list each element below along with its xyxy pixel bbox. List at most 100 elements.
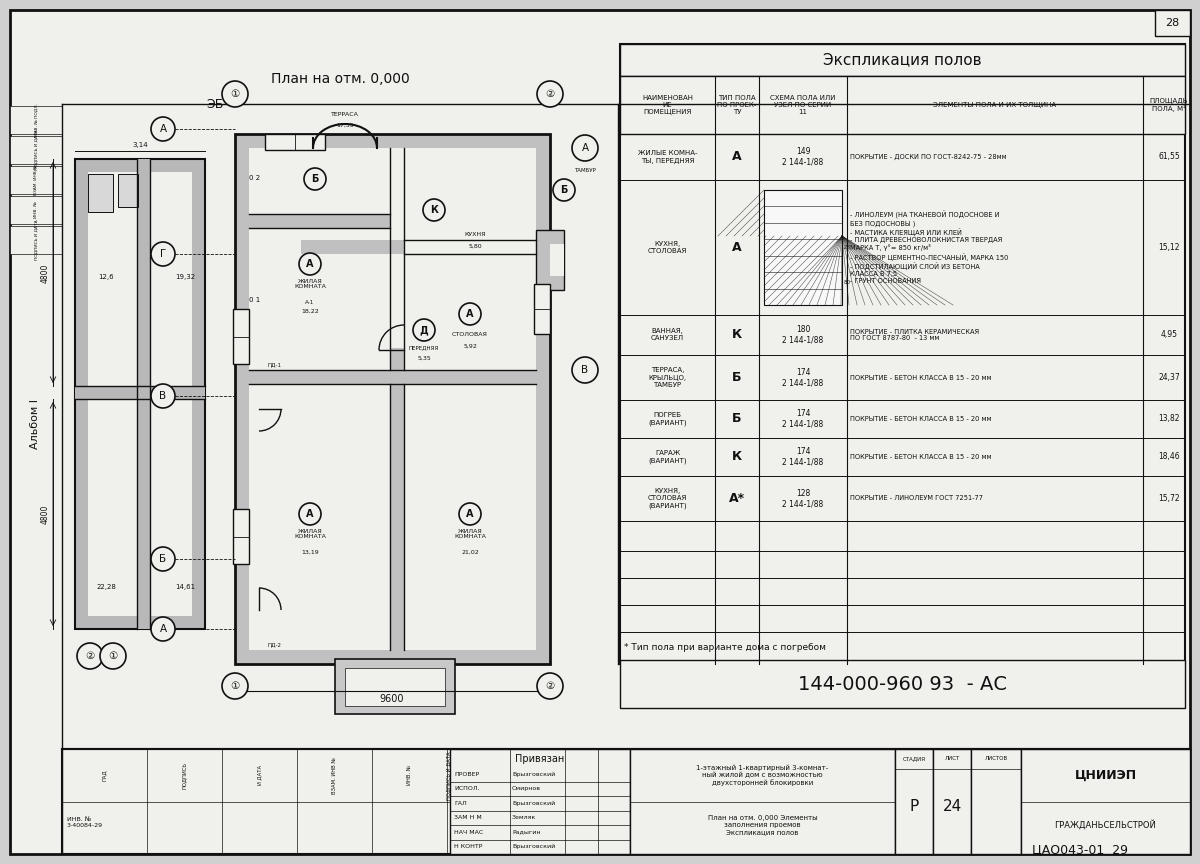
Text: 180
2 144-1/88: 180 2 144-1/88 bbox=[782, 326, 823, 345]
Text: ЗАМ Н М: ЗАМ Н М bbox=[454, 816, 481, 820]
Text: Брызговский: Брызговский bbox=[512, 772, 556, 777]
Text: ВАННАЯ,
САНУЗЕЛ: ВАННАЯ, САНУЗЕЛ bbox=[650, 328, 684, 341]
Circle shape bbox=[538, 81, 563, 107]
Circle shape bbox=[222, 673, 248, 699]
Bar bbox=[118, 174, 138, 207]
Text: 4,95: 4,95 bbox=[1160, 331, 1177, 340]
Text: Б: Б bbox=[732, 371, 742, 384]
Text: Б: Б bbox=[732, 412, 742, 425]
Text: ТИП ПОЛА
ПО ПРОЕК-
ТУ: ТИП ПОЛА ПО ПРОЕК- ТУ bbox=[718, 95, 757, 115]
Text: ПОДПИСЬ: ПОДПИСЬ bbox=[182, 762, 187, 789]
Text: Б: Б bbox=[160, 554, 167, 564]
Text: Б: Б bbox=[560, 185, 568, 195]
Text: К: К bbox=[732, 450, 742, 463]
Circle shape bbox=[151, 242, 175, 266]
Text: 5,35: 5,35 bbox=[418, 355, 431, 360]
Bar bbox=[630, 749, 895, 854]
Text: А: А bbox=[732, 241, 742, 254]
Text: А: А bbox=[467, 309, 474, 319]
Bar bbox=[934, 749, 971, 854]
Text: ЦАО043-01  29: ЦАО043-01 29 bbox=[1032, 843, 1128, 856]
Text: КУХНЯ,
СТОЛОВАЯ: КУХНЯ, СТОЛОВАЯ bbox=[648, 241, 688, 254]
Text: - ЛИНОЛЕУМ (НА ТКАНЕВОЙ ПОДОСНОВЕ И
БЕЗ ПОДОСНОВЫ )
- МАСТИКА КЛЕЯЩАЯ ИЛИ КЛЕЙ
-: - ЛИНОЛЕУМ (НА ТКАНЕВОЙ ПОДОСНОВЕ И БЕЗ … bbox=[850, 211, 1008, 283]
Text: Брызговский: Брызговский bbox=[512, 844, 556, 849]
Text: 0 2: 0 2 bbox=[250, 175, 260, 181]
Bar bbox=[346, 668, 445, 706]
Text: Экспликация полов: Экспликация полов bbox=[823, 53, 982, 67]
Text: 17,55: 17,55 bbox=[336, 123, 354, 128]
Circle shape bbox=[424, 199, 445, 221]
Text: 144-000-960 93  - АС: 144-000-960 93 - АС bbox=[798, 675, 1007, 694]
Circle shape bbox=[151, 547, 175, 571]
Text: 18,46: 18,46 bbox=[1158, 453, 1180, 461]
Text: ТАМБУР: ТАМБУР bbox=[574, 168, 596, 173]
Circle shape bbox=[572, 357, 598, 383]
Text: 61,55: 61,55 bbox=[1158, 153, 1180, 162]
Bar bbox=[895, 749, 934, 854]
Circle shape bbox=[538, 673, 563, 699]
Text: ЛИСТ: ЛИСТ bbox=[944, 757, 960, 761]
Text: Р: Р bbox=[910, 799, 919, 814]
Text: Брызговский: Брызговский bbox=[512, 801, 556, 806]
Bar bbox=[10, 226, 62, 254]
Text: ЖИЛАЯ
КОМНАТА: ЖИЛАЯ КОМНАТА bbox=[294, 278, 326, 289]
Text: ИНВ. №: ИНВ. № bbox=[407, 766, 412, 785]
Text: 174
2 144-1/88: 174 2 144-1/88 bbox=[782, 448, 823, 467]
Text: К: К bbox=[732, 328, 742, 341]
Text: ИНВ. №
3-40084-29: ИНВ. № 3-40084-29 bbox=[67, 817, 103, 828]
Text: ГРАЖДАНЬСЕЛЬСТРОЙ: ГРАЖДАНЬСЕЛЬСТРОЙ bbox=[1055, 820, 1157, 829]
Circle shape bbox=[151, 617, 175, 641]
Text: А: А bbox=[306, 509, 313, 519]
Text: 174
2 144-1/88: 174 2 144-1/88 bbox=[782, 368, 823, 387]
Text: ЦНИИЭП: ЦНИИЭП bbox=[1074, 769, 1136, 782]
Text: СТОЛОВАЯ: СТОЛОВАЯ bbox=[452, 332, 488, 336]
Text: Радыгин: Радыгин bbox=[512, 829, 540, 835]
Text: 22,28: 22,28 bbox=[96, 584, 116, 590]
Text: А: А bbox=[160, 124, 167, 134]
Text: СТАДИЯ: СТАДИЯ bbox=[902, 757, 925, 761]
Text: 12,6: 12,6 bbox=[98, 274, 114, 280]
Text: 128
2 144-1/88: 128 2 144-1/88 bbox=[782, 489, 823, 508]
Text: 28: 28 bbox=[1165, 18, 1180, 28]
Text: 3,14: 3,14 bbox=[132, 142, 148, 148]
Text: 5,92: 5,92 bbox=[463, 344, 476, 348]
Text: 0 1: 0 1 bbox=[250, 297, 260, 303]
Bar bbox=[62, 749, 1190, 854]
Bar bbox=[620, 76, 1186, 134]
Circle shape bbox=[151, 117, 175, 141]
Text: ЛИСТОВ: ЛИСТОВ bbox=[984, 757, 1008, 761]
Bar bbox=[137, 159, 150, 629]
Bar bbox=[536, 230, 564, 290]
Text: ТЕРРАСА,
КРЫЛЬЦО,
ТАМБУР: ТЕРРАСА, КРЫЛЬЦО, ТАМБУР bbox=[648, 367, 686, 388]
Text: 1-этажный 1-квартирный 3-комнат-
ный жилой дом с возможностью
двухсторонней блок: 1-этажный 1-квартирный 3-комнат- ный жил… bbox=[696, 765, 829, 786]
Text: ПОКРЫТИЕ - БЕТОН КЛАССА В 15 - 20 мм: ПОКРЫТИЕ - БЕТОН КЛАССА В 15 - 20 мм bbox=[850, 454, 991, 460]
Text: 15,12: 15,12 bbox=[1158, 243, 1180, 252]
Bar bbox=[335, 659, 455, 714]
Text: КУХНЯ,
СТОЛОВАЯ
(ВАРИАНТ): КУХНЯ, СТОЛОВАЯ (ВАРИАНТ) bbox=[648, 488, 688, 509]
Text: 174
2 144-1/88: 174 2 144-1/88 bbox=[782, 410, 823, 429]
Bar bbox=[390, 384, 404, 650]
Text: ПОКРЫТИЕ - ЛИНОЛЕУМ ГОСТ 7251-77: ПОКРЫТИЕ - ЛИНОЛЕУМ ГОСТ 7251-77 bbox=[850, 495, 983, 501]
Bar bbox=[10, 166, 62, 194]
Bar bbox=[1021, 749, 1190, 854]
Bar bbox=[235, 134, 550, 664]
Text: 24,37: 24,37 bbox=[1158, 373, 1180, 382]
Text: СХЕМА ПОЛА ИЛИ
УЗЕЛ ПО СЕРИИ
11: СХЕМА ПОЛА ИЛИ УЗЕЛ ПО СЕРИИ 11 bbox=[770, 95, 835, 115]
Text: 4800: 4800 bbox=[41, 264, 49, 283]
Text: А: А bbox=[732, 150, 742, 163]
Text: А: А bbox=[160, 624, 167, 634]
Bar bbox=[250, 148, 536, 650]
Text: НАИМЕНОВАН
ИЕ
ПОМЕЩЕНИЯ: НАИМЕНОВАН ИЕ ПОМЕЩЕНИЯ bbox=[642, 95, 694, 115]
Text: А: А bbox=[582, 143, 588, 153]
Text: ①: ① bbox=[108, 651, 118, 661]
Circle shape bbox=[572, 135, 598, 161]
Text: Н КОНТР: Н КОНТР bbox=[454, 844, 482, 849]
Text: ЖИЛАЯ
КОМНАТА: ЖИЛАЯ КОМНАТА bbox=[294, 529, 326, 539]
Bar bbox=[74, 159, 205, 629]
Text: Привязан: Привязан bbox=[515, 754, 565, 764]
Bar bbox=[1154, 10, 1190, 36]
Text: 24: 24 bbox=[942, 799, 961, 814]
Text: 149
2 144-1/88: 149 2 144-1/88 bbox=[782, 147, 823, 167]
Text: 15,72: 15,72 bbox=[1158, 494, 1180, 503]
Bar bbox=[88, 172, 192, 616]
